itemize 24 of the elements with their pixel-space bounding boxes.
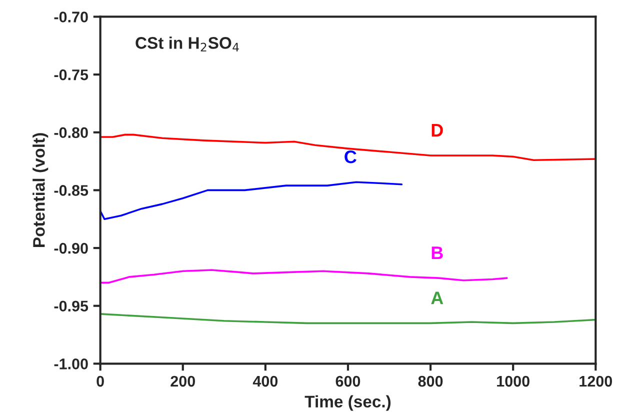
series-label: A — [431, 292, 444, 304]
x-tick-label: 800 — [418, 376, 443, 387]
y-tick-label: -0.70 — [54, 12, 88, 22]
series-label: B — [432, 246, 443, 260]
x-tick-label: 600 — [336, 376, 360, 387]
line-series — [100, 313, 596, 324]
x-tick-label: 0 — [96, 376, 104, 387]
y-axis-title: Potential (volt) — [32, 133, 48, 247]
y-tick-label: -1.00 — [54, 358, 88, 370]
annotation: CSt in H$_{2}$SO$_{4}$ — [136, 36, 239, 52]
y-tick-label: -0.80 — [54, 127, 88, 138]
y-tick-label: -0.75 — [54, 69, 88, 80]
series-label: D — [432, 124, 443, 136]
line-series — [100, 181, 403, 220]
x-tick-label: 400 — [252, 376, 278, 387]
y-tick-label: -0.90 — [54, 242, 88, 254]
series-label: C — [344, 150, 356, 164]
y-tick-label: -0.95 — [54, 300, 88, 312]
x-axis-title: Time (sec.) — [304, 395, 391, 411]
x-tick-label: 200 — [170, 376, 195, 387]
x-tick-label: 1200 — [580, 376, 612, 387]
y-tick-label: -0.85 — [54, 185, 88, 196]
x-tick-label: 1000 — [497, 376, 530, 387]
line-series — [100, 269, 508, 284]
